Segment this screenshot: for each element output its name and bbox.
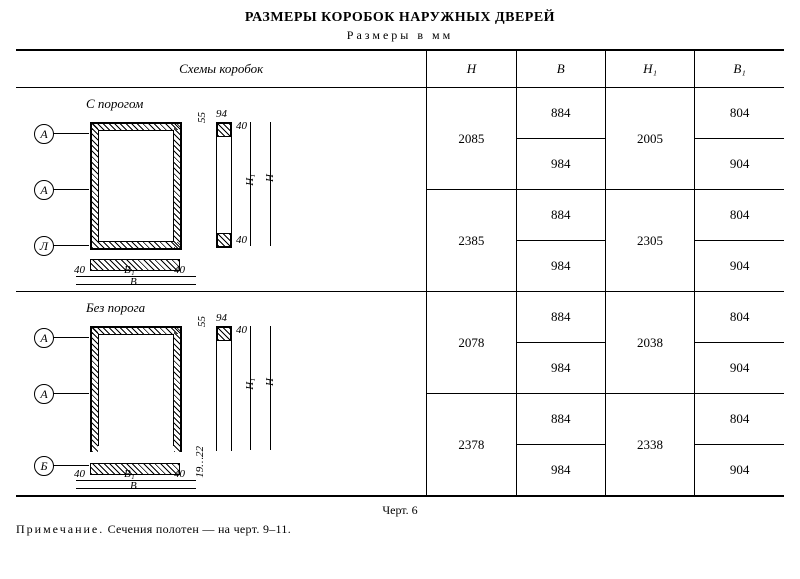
- marker-A-top: А: [34, 124, 54, 144]
- cell-B1: 804: [695, 88, 784, 139]
- dim-40-left: 40: [74, 264, 85, 276]
- header-H: Н: [427, 50, 516, 88]
- figure-caption: Черт. 6: [16, 503, 784, 518]
- cell-B: 984: [516, 139, 605, 190]
- header-schema: Схемы коробок: [16, 50, 427, 88]
- dimensions-table: Схемы коробок Н В Н₁ В₁ С порогом А А Л: [16, 49, 784, 497]
- cell-B1: 904: [695, 139, 784, 190]
- footnote: Примечание. Сечения полотен — на черт. 9…: [16, 522, 784, 537]
- cell-B: 984: [516, 241, 605, 292]
- frame-bottom-section: [90, 463, 180, 475]
- note-label: Примечание.: [16, 522, 104, 536]
- dim-55: 55: [196, 112, 208, 123]
- marker-A-mid: А: [34, 180, 54, 200]
- cell-H: 2385: [427, 190, 516, 292]
- cell-B: 984: [516, 445, 605, 497]
- cell-B: 984: [516, 343, 605, 394]
- dim-55: 55: [196, 316, 208, 327]
- dim-H1-label: Н₁: [244, 174, 256, 186]
- profile-side: [216, 122, 232, 248]
- diagram-1: А А Л: [16, 114, 376, 284]
- dim-94: 94: [216, 108, 227, 120]
- dim-40-right: 40: [174, 264, 185, 276]
- marker-A-top: А: [34, 328, 54, 348]
- dim-H-label: Н: [264, 378, 276, 386]
- cell-H1: 2005: [605, 88, 694, 190]
- dim-B-label: В: [130, 480, 137, 492]
- cell-H: 2078: [427, 292, 516, 394]
- frame-bottom-section: [90, 259, 180, 271]
- cell-B1: 804: [695, 394, 784, 445]
- profile-side: [216, 326, 232, 451]
- lead-line: [53, 465, 89, 466]
- dim-H1-label: Н₁: [244, 378, 256, 390]
- schema-caption-2: Без порога: [86, 300, 426, 316]
- marker-A-mid: А: [34, 384, 54, 404]
- dim-40-top: 40: [236, 120, 247, 132]
- dim-40-right: 40: [174, 468, 185, 480]
- schema-without-threshold: Без порога А А Б: [16, 292, 427, 497]
- cell-B: 884: [516, 292, 605, 343]
- page-title: РАЗМЕРЫ КОРОБОК НАРУЖНЫХ ДВЕРЕЙ: [16, 10, 784, 26]
- frame-front: [90, 326, 182, 452]
- cell-H1: 2305: [605, 190, 694, 292]
- dim-B1-label: В₁: [124, 264, 135, 276]
- cell-H: 2085: [427, 88, 516, 190]
- cell-H1: 2338: [605, 394, 694, 497]
- dim-94: 94: [216, 312, 227, 324]
- dim-19-22: 19…22: [194, 446, 206, 478]
- cell-B: 884: [516, 190, 605, 241]
- lead-line: [53, 189, 89, 190]
- frame-front: [90, 122, 182, 250]
- dimline-H: [270, 122, 271, 246]
- cell-B1: 904: [695, 343, 784, 394]
- schema-caption-1: С порогом: [86, 96, 426, 112]
- lead-line: [53, 337, 89, 338]
- page-subtitle: Размеры в мм: [16, 28, 784, 43]
- header-H1: Н₁: [605, 50, 694, 88]
- cell-B1: 904: [695, 445, 784, 497]
- dim-B1-label: В₁: [124, 468, 135, 480]
- header-B1: В₁: [695, 50, 784, 88]
- dim-40-left: 40: [74, 468, 85, 480]
- dim-H-label: Н: [264, 174, 276, 182]
- cell-B: 884: [516, 394, 605, 445]
- cell-B1: 804: [695, 292, 784, 343]
- cell-H1: 2038: [605, 292, 694, 394]
- schema-with-threshold: С порогом А А Л: [16, 88, 427, 292]
- lead-line: [53, 133, 89, 134]
- diagram-2: А А Б: [16, 318, 376, 488]
- dim-B-label: В: [130, 276, 137, 288]
- lead-line: [53, 393, 89, 394]
- cell-H: 2378: [427, 394, 516, 497]
- dim-40-bot: 40: [236, 234, 247, 246]
- note-text: Сечения полотен — на черт. 9–11.: [108, 522, 291, 536]
- dim-40-top: 40: [236, 324, 247, 336]
- cell-B: 884: [516, 88, 605, 139]
- marker-L: Л: [34, 236, 54, 256]
- header-B: В: [516, 50, 605, 88]
- cell-B1: 804: [695, 190, 784, 241]
- cell-B1: 904: [695, 241, 784, 292]
- dimline-H: [270, 326, 271, 450]
- marker-B: Б: [34, 456, 54, 476]
- lead-line: [53, 245, 89, 246]
